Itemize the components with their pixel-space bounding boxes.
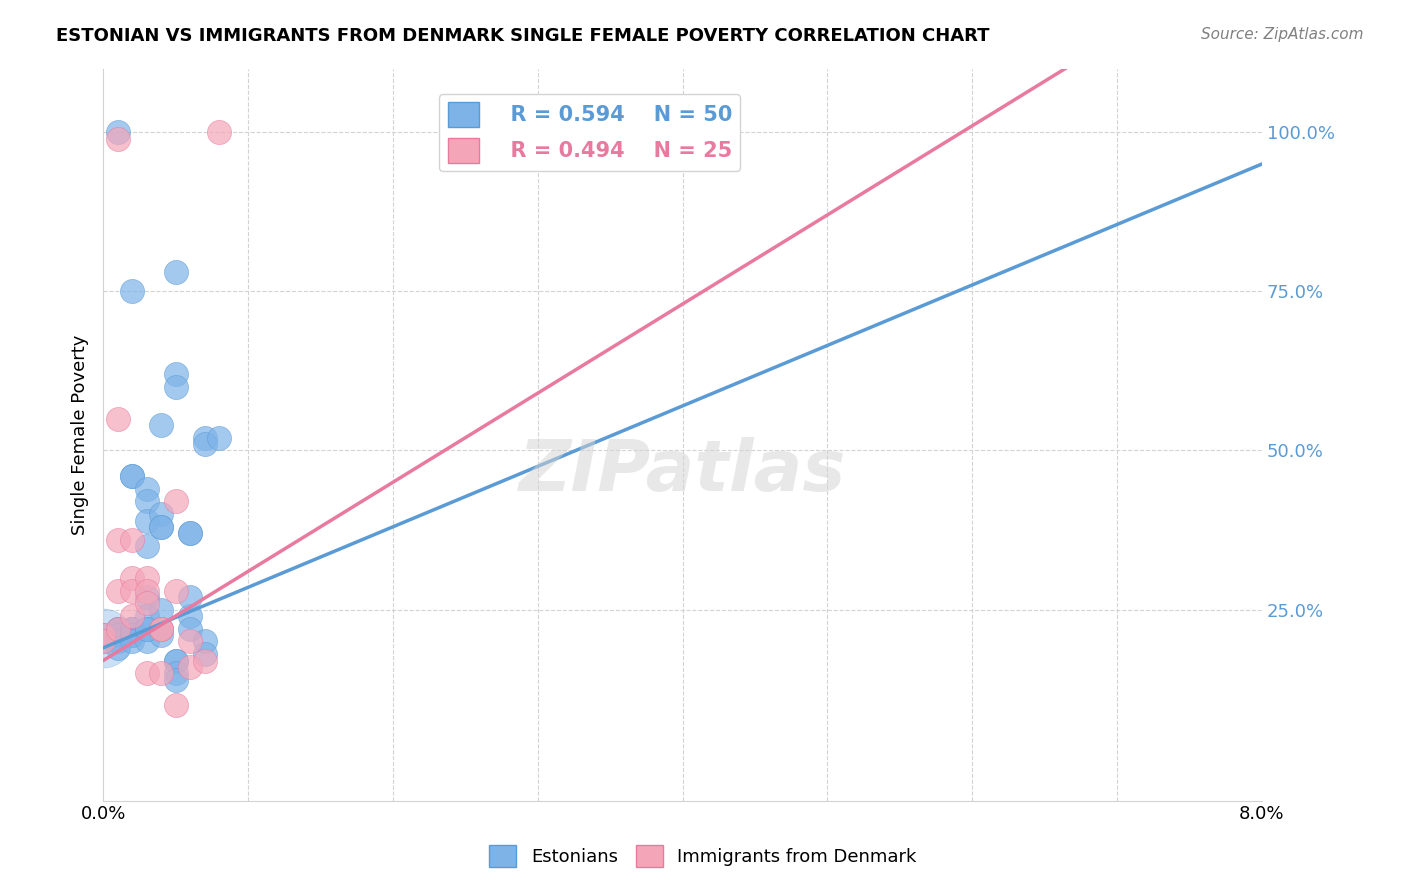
- Point: [179, 590, 201, 604]
- Point: [91, 632, 114, 646]
- Point: [165, 367, 187, 381]
- Point: [121, 533, 143, 547]
- Point: [91, 628, 114, 642]
- Point: [107, 622, 129, 636]
- Point: [121, 628, 143, 642]
- Point: [135, 482, 157, 496]
- Point: [135, 634, 157, 648]
- Point: [107, 622, 129, 636]
- Point: [165, 654, 187, 668]
- Point: [193, 647, 215, 661]
- Point: [150, 507, 173, 521]
- Point: [135, 494, 157, 508]
- Text: Source: ZipAtlas.com: Source: ZipAtlas.com: [1201, 27, 1364, 42]
- Point: [208, 125, 231, 139]
- Point: [91, 634, 114, 648]
- Point: [193, 437, 215, 451]
- Point: [107, 533, 129, 547]
- Legend:   R = 0.594    N = 50,   R = 0.494    N = 25: R = 0.594 N = 50, R = 0.494 N = 25: [439, 94, 741, 171]
- Point: [165, 673, 187, 687]
- Point: [165, 666, 187, 681]
- Point: [165, 698, 187, 713]
- Point: [107, 634, 129, 648]
- Y-axis label: Single Female Poverty: Single Female Poverty: [72, 334, 89, 535]
- Text: ZIPatlas: ZIPatlas: [519, 437, 846, 506]
- Point: [165, 265, 187, 279]
- Point: [135, 514, 157, 528]
- Point: [107, 628, 129, 642]
- Point: [150, 520, 173, 534]
- Point: [179, 526, 201, 541]
- Point: [135, 590, 157, 604]
- Point: [165, 654, 187, 668]
- Point: [179, 622, 201, 636]
- Point: [179, 609, 201, 624]
- Point: [121, 469, 143, 483]
- Point: [135, 622, 157, 636]
- Point: [135, 539, 157, 553]
- Point: [135, 609, 157, 624]
- Point: [121, 634, 143, 648]
- Point: [107, 125, 129, 139]
- Point: [121, 285, 143, 299]
- Point: [179, 526, 201, 541]
- Point: [121, 469, 143, 483]
- Point: [150, 666, 173, 681]
- Point: [91, 634, 114, 648]
- Point: [121, 609, 143, 624]
- Point: [165, 494, 187, 508]
- Legend: Estonians, Immigrants from Denmark: Estonians, Immigrants from Denmark: [482, 838, 924, 874]
- Point: [121, 622, 143, 636]
- Point: [150, 622, 173, 636]
- Point: [121, 583, 143, 598]
- Point: [91, 628, 114, 642]
- Point: [107, 583, 129, 598]
- Point: [107, 131, 129, 145]
- Point: [150, 628, 173, 642]
- Point: [193, 654, 215, 668]
- Point: [179, 660, 201, 674]
- Point: [107, 622, 129, 636]
- Point: [135, 622, 157, 636]
- Point: [179, 634, 201, 648]
- Point: [135, 666, 157, 681]
- Point: [193, 431, 215, 445]
- Point: [121, 571, 143, 585]
- Point: [135, 596, 157, 610]
- Point: [150, 622, 173, 636]
- Point: [150, 520, 173, 534]
- Text: ESTONIAN VS IMMIGRANTS FROM DENMARK SINGLE FEMALE POVERTY CORRELATION CHART: ESTONIAN VS IMMIGRANTS FROM DENMARK SING…: [56, 27, 990, 45]
- Point: [193, 634, 215, 648]
- Point: [135, 583, 157, 598]
- Point: [150, 417, 173, 432]
- Point: [150, 602, 173, 616]
- Point: [121, 622, 143, 636]
- Point: [121, 628, 143, 642]
- Point: [107, 411, 129, 425]
- Point: [121, 622, 143, 636]
- Point: [135, 571, 157, 585]
- Point: [208, 431, 231, 445]
- Point: [165, 583, 187, 598]
- Point: [107, 640, 129, 655]
- Point: [150, 622, 173, 636]
- Point: [165, 380, 187, 394]
